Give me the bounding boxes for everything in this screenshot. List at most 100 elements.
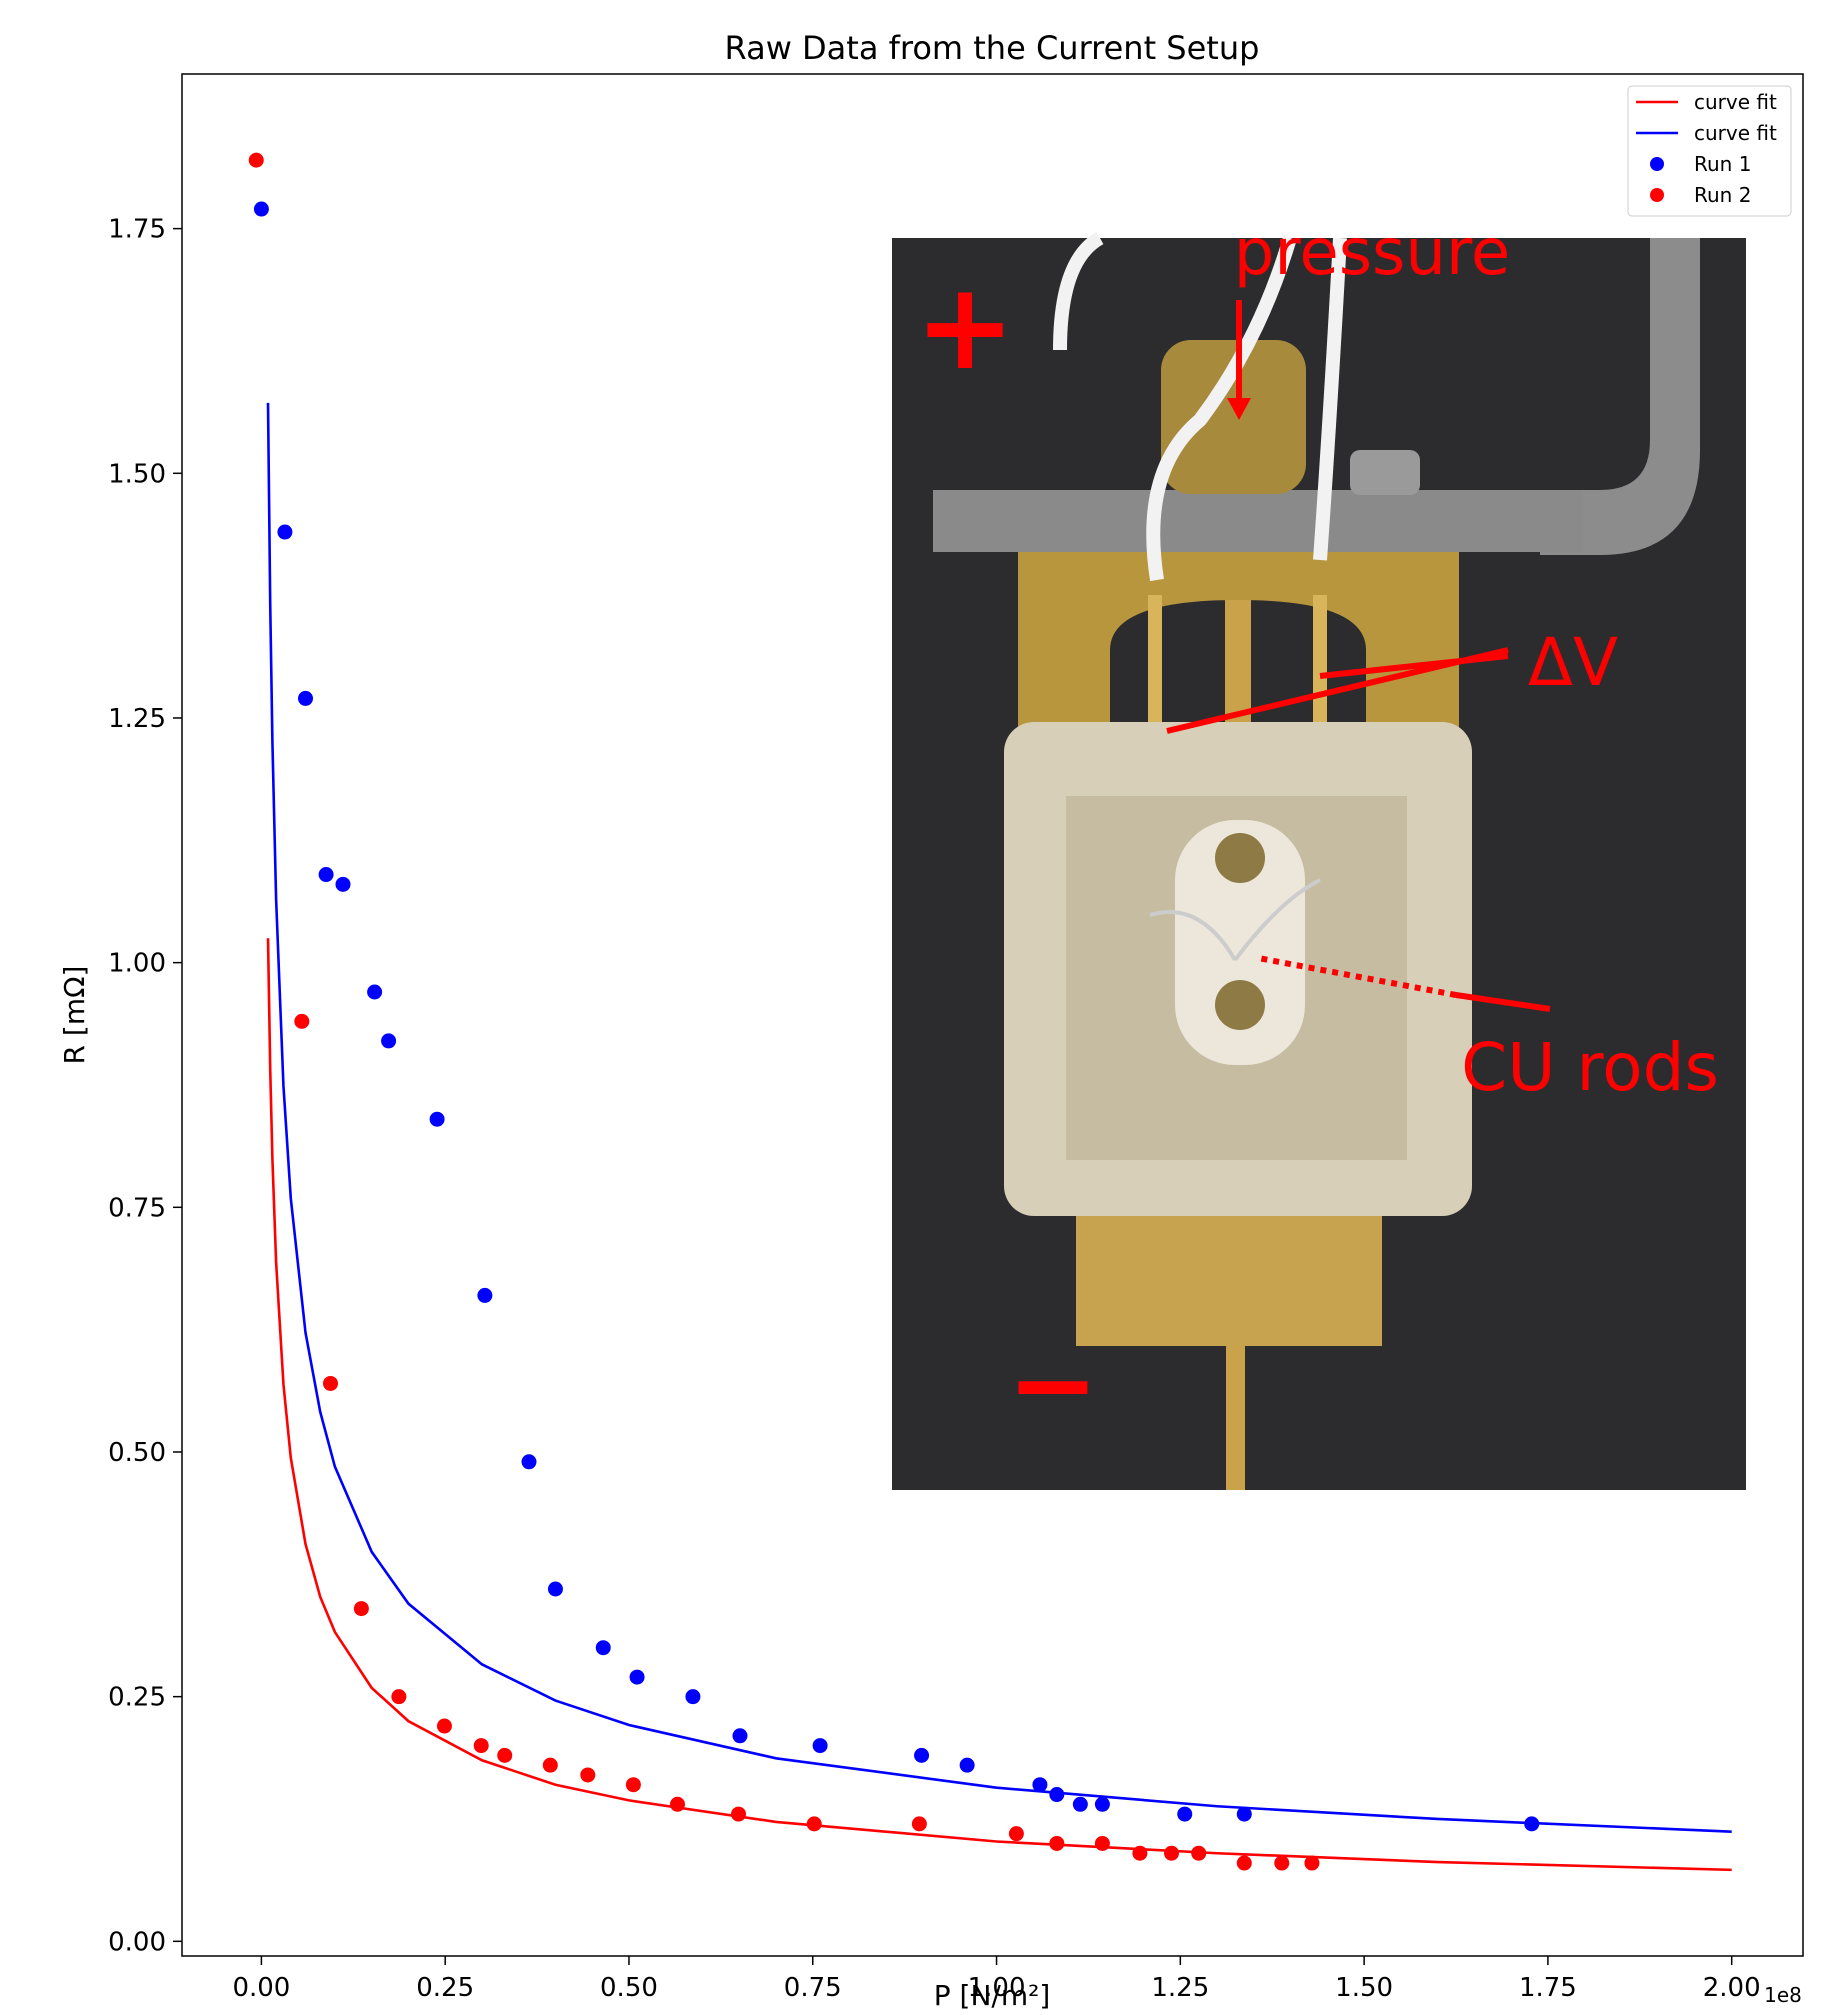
data-point bbox=[625, 1777, 641, 1793]
data-point bbox=[318, 867, 334, 883]
annotation-delta-v: ΔV bbox=[1528, 624, 1618, 701]
data-point bbox=[911, 1816, 927, 1832]
inset-photo: pressure + ΔV CU rods − bbox=[892, 216, 1746, 1490]
y-tick-label: 0.00 bbox=[108, 1927, 166, 1957]
x-tick-label: 0.75 bbox=[784, 1973, 842, 2003]
screw bbox=[1215, 833, 1265, 883]
metal-bar bbox=[933, 490, 1583, 552]
data-point bbox=[473, 1738, 489, 1754]
data-point bbox=[322, 1375, 338, 1391]
fit-line bbox=[266, 938, 1732, 1872]
legend-swatch bbox=[1650, 188, 1664, 202]
legend-label: Run 2 bbox=[1694, 183, 1751, 207]
data-point bbox=[429, 1111, 445, 1127]
data-point bbox=[1524, 1816, 1540, 1832]
data-point bbox=[1072, 1796, 1088, 1812]
data-point bbox=[1094, 1835, 1110, 1851]
pressure-arrowhead bbox=[1227, 398, 1251, 420]
x-tick-label: 2.00 bbox=[1703, 1973, 1761, 2003]
brass-base bbox=[1076, 1216, 1382, 1346]
data-point bbox=[353, 1601, 369, 1617]
y-tick-label: 1.00 bbox=[108, 949, 166, 979]
fit-line bbox=[266, 402, 1732, 1834]
y-tick-label: 0.75 bbox=[108, 1193, 166, 1223]
annotation-rods: CU rods bbox=[1461, 1029, 1719, 1106]
brass-rod bbox=[1226, 1346, 1245, 1490]
data-point bbox=[1132, 1845, 1148, 1861]
y-axis-label: R [mΩ] bbox=[58, 966, 91, 1065]
data-point bbox=[629, 1669, 645, 1685]
data-point bbox=[497, 1747, 513, 1763]
data-point bbox=[580, 1767, 596, 1783]
bolt bbox=[1350, 450, 1420, 495]
x-tick-label: 0.25 bbox=[416, 1973, 474, 2003]
data-point bbox=[1032, 1777, 1048, 1793]
x-offset-label: 1e8 bbox=[1764, 1983, 1802, 2007]
data-point bbox=[294, 1013, 310, 1029]
data-point bbox=[812, 1738, 828, 1754]
data-point bbox=[436, 1718, 452, 1734]
data-point bbox=[1236, 1855, 1252, 1871]
clamp-plate bbox=[1175, 820, 1305, 1065]
y-tick-label: 1.50 bbox=[108, 459, 166, 489]
legend-swatch bbox=[1650, 157, 1664, 171]
data-point bbox=[1177, 1806, 1193, 1822]
annotation-line bbox=[1257, 955, 1457, 998]
data-point bbox=[669, 1796, 685, 1812]
data-point bbox=[1049, 1835, 1065, 1851]
data-point bbox=[1049, 1787, 1065, 1803]
metal-frame bbox=[1540, 238, 1700, 555]
data-point bbox=[367, 984, 383, 1000]
data-point bbox=[381, 1033, 397, 1049]
x-axis-label: P [N/m²] bbox=[934, 1979, 1051, 2012]
x-tick-label: 1.50 bbox=[1335, 1973, 1393, 2003]
x-tick-label: 0.50 bbox=[600, 1973, 658, 2003]
data-point bbox=[1236, 1806, 1252, 1822]
data-point bbox=[595, 1640, 611, 1656]
annotation-plus: + bbox=[915, 258, 1016, 397]
data-point bbox=[732, 1728, 748, 1744]
x-tick-label: 1.25 bbox=[1151, 1973, 1209, 2003]
data-point bbox=[298, 690, 314, 706]
y-tick-label: 0.50 bbox=[108, 1438, 166, 1468]
data-point bbox=[248, 152, 264, 168]
legend-box bbox=[1627, 85, 1792, 217]
data-point bbox=[1008, 1826, 1024, 1842]
data-point bbox=[914, 1747, 930, 1763]
data-point bbox=[1094, 1796, 1110, 1812]
data-point bbox=[731, 1806, 747, 1822]
data-point bbox=[277, 524, 293, 540]
y-tick-label: 1.25 bbox=[108, 704, 166, 734]
data-point bbox=[521, 1454, 537, 1470]
x-tick-label: 1.00 bbox=[968, 1973, 1026, 2003]
annotation-pressure: pressure bbox=[1234, 216, 1510, 290]
legend-label: curve fit bbox=[1694, 121, 1777, 145]
data-point bbox=[542, 1757, 558, 1773]
data-point bbox=[1304, 1855, 1320, 1871]
annotation-line bbox=[1455, 992, 1551, 1012]
x-tick-label: 0.00 bbox=[232, 1973, 290, 2003]
annotation-minus: − bbox=[1007, 1320, 1099, 1448]
screw bbox=[1215, 980, 1265, 1030]
y-tick-label: 0.25 bbox=[108, 1683, 166, 1713]
data-point bbox=[253, 201, 269, 217]
legend: curve fit curve fit Run 1 Run 2 bbox=[1627, 85, 1792, 217]
legend-label: curve fit bbox=[1694, 90, 1777, 114]
legend-label: Run 1 bbox=[1694, 152, 1751, 176]
rod-wire bbox=[1149, 878, 1321, 962]
pin bbox=[1313, 595, 1327, 740]
data-point bbox=[685, 1689, 701, 1705]
plot-frame bbox=[181, 73, 1804, 1957]
data-point bbox=[547, 1581, 563, 1597]
data-point bbox=[1164, 1845, 1180, 1861]
x-tick-label: 1.75 bbox=[1519, 1973, 1577, 2003]
data-point bbox=[477, 1287, 493, 1303]
annotation-line bbox=[1319, 653, 1509, 679]
pin bbox=[1148, 595, 1162, 740]
data-point bbox=[391, 1689, 407, 1705]
data-point bbox=[335, 876, 351, 892]
chart-title: Raw Data from the Current Setup bbox=[725, 29, 1260, 67]
wire bbox=[1053, 231, 1347, 582]
y-tick-label: 1.75 bbox=[108, 215, 166, 245]
